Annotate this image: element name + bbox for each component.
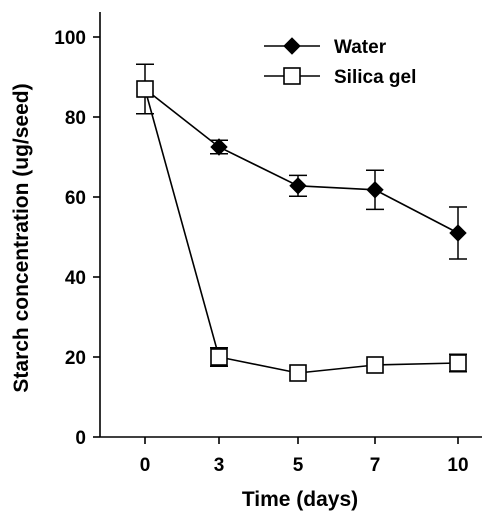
x-tick-label: 0	[140, 455, 151, 476]
series-water	[136, 63, 467, 260]
legend-label: Silica gel	[334, 67, 416, 88]
x-tick-label: 5	[293, 455, 304, 476]
legend-marker-square	[283, 67, 301, 85]
legend: Water Silica gel	[264, 37, 416, 88]
y-tick-label: 20	[65, 348, 86, 369]
x-tick-label: 3	[214, 455, 225, 476]
series-layer	[136, 63, 467, 382]
data-point-square	[289, 364, 307, 382]
axes: 0 20 40 60 80 100 0 3 5 7 10	[54, 12, 482, 476]
data-point-square	[449, 354, 467, 372]
y-tick-label: 0	[75, 428, 86, 449]
series-line	[144, 88, 459, 234]
data-point-square	[136, 80, 154, 98]
data-point-square	[210, 348, 228, 366]
y-tick-label: 40	[65, 268, 86, 289]
data-point-diamond	[289, 177, 307, 195]
data-point-diamond	[366, 181, 384, 199]
series-silica-gel	[136, 80, 467, 382]
y-tick-label: 100	[54, 28, 86, 49]
data-point-diamond	[210, 138, 228, 156]
data-point-square	[366, 356, 384, 374]
series-line	[144, 88, 459, 374]
y-axis-title: Starch concentration (ug/seed)	[10, 83, 33, 392]
x-tick-label: 7	[370, 455, 381, 476]
x-axis-title: Time (days)	[242, 488, 358, 511]
data-point-diamond	[449, 224, 467, 242]
legend-label: Water	[334, 37, 387, 58]
y-tick-label: 80	[65, 108, 86, 129]
x-tick-label: 10	[447, 455, 468, 476]
y-tick-label: 60	[65, 188, 86, 209]
legend-marker-diamond	[283, 37, 301, 55]
